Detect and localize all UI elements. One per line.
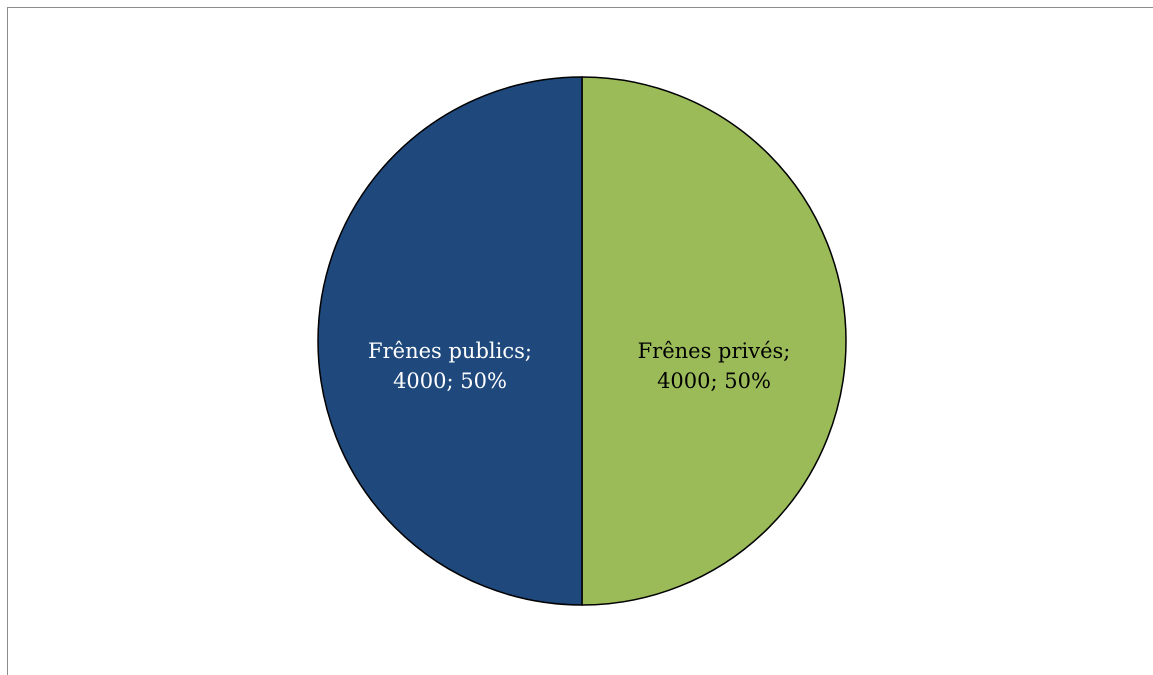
slice-label-name: Frênes privés;	[638, 339, 791, 363]
slice-label-1: Frênes privés; 4000; 50%	[638, 339, 791, 393]
slice-label-value: 4000; 50%	[393, 369, 507, 393]
slice-label-2: Frênes publics; 4000; 50%	[368, 339, 532, 393]
slice-label-value: 4000; 50%	[657, 369, 771, 393]
slice-label-name: Frênes publics;	[368, 339, 532, 363]
pie-slice-2	[317, 76, 583, 606]
pie-slice-1	[581, 76, 847, 606]
